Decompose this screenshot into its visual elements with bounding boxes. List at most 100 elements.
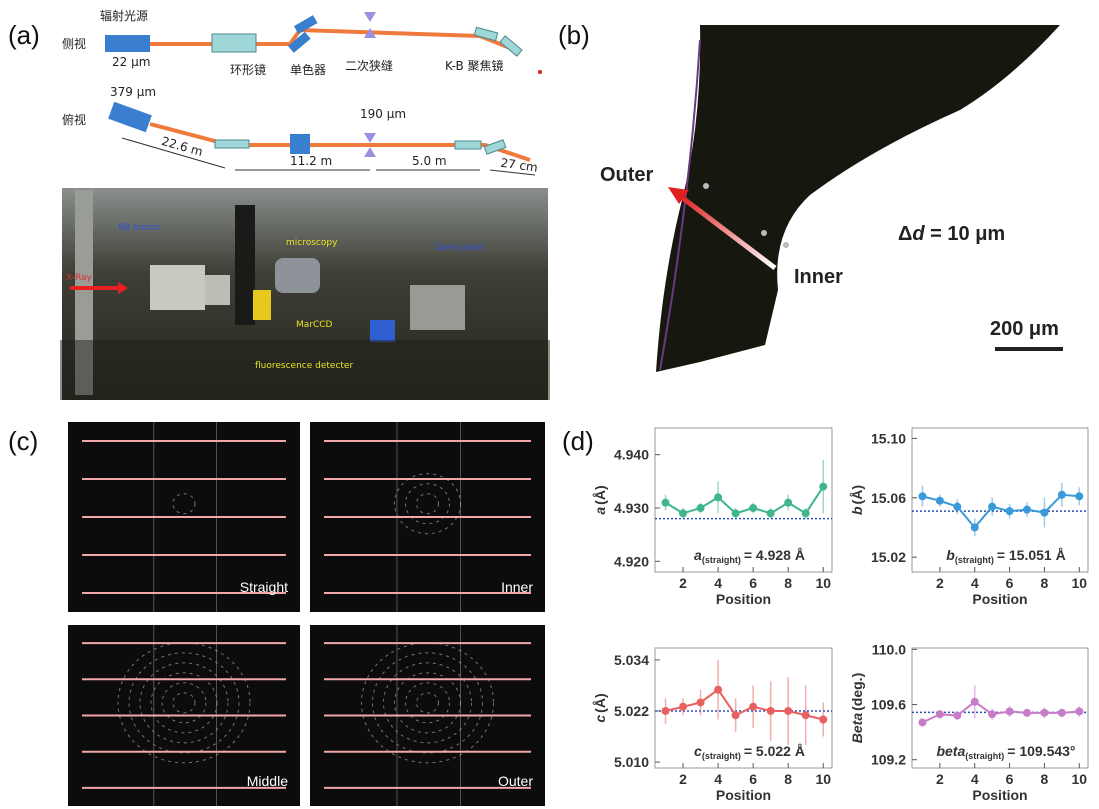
data-point xyxy=(935,710,944,719)
y-tick-label: 5.010 xyxy=(614,754,649,770)
y-axis-label: b (Å) xyxy=(849,485,865,515)
pattern-label: Inner xyxy=(501,579,533,595)
plot-frame xyxy=(654,647,833,769)
scale-label: 200 μm xyxy=(990,318,1059,340)
data-point xyxy=(1075,492,1084,501)
annotation-subscript: (straight) xyxy=(702,751,741,761)
label: 环形镜 xyxy=(230,62,266,77)
data-point xyxy=(749,702,758,711)
series-line xyxy=(665,688,824,721)
label: 22 μm xyxy=(112,55,150,69)
data-point xyxy=(1005,507,1014,516)
x-tick-label: 10 xyxy=(815,771,831,787)
micrograph: Outer Inner Δd = 10 μm 200 μm xyxy=(592,25,1097,377)
plot-frame xyxy=(911,647,1089,769)
data-point xyxy=(918,492,927,501)
annotation-subscript: (straight) xyxy=(702,555,741,565)
annotation-symbol: b xyxy=(946,547,955,563)
label: 27 cm xyxy=(500,156,539,175)
data-point xyxy=(731,509,740,518)
label-part: Δ xyxy=(898,223,912,245)
photo-label: X-Ray xyxy=(66,273,93,283)
x-tick-label: 6 xyxy=(749,575,757,591)
data-point xyxy=(661,706,670,715)
data-point xyxy=(714,685,723,694)
diffraction-ring xyxy=(383,662,472,744)
panel-label: (b) xyxy=(558,20,590,50)
label: 单色器 xyxy=(290,63,326,77)
data-point xyxy=(679,509,688,518)
diffraction-ring xyxy=(405,682,450,724)
x-tick-label: 2 xyxy=(679,575,687,591)
diffraction-ring xyxy=(172,692,196,714)
y-axis-symbol: Beta xyxy=(849,713,865,744)
y-axis-unit: (Å) xyxy=(592,693,608,712)
label: 5.0 m xyxy=(412,154,447,168)
x-tick-label: 6 xyxy=(1006,575,1014,591)
y-tick-label: 4.930 xyxy=(614,500,649,516)
x-tick-label: 6 xyxy=(749,771,757,787)
y-axis-unit: (Å) xyxy=(849,485,865,504)
label: 侧视 xyxy=(62,36,86,51)
data-point xyxy=(749,504,758,512)
y-tick-label: 15.06 xyxy=(871,490,906,506)
label: Outer xyxy=(600,164,654,186)
data-point xyxy=(988,502,997,511)
data-point xyxy=(696,504,705,512)
annotation-subscript: (straight) xyxy=(965,751,1004,761)
label: 379 μm xyxy=(110,85,156,99)
annotation-text: = 15.051 Å xyxy=(997,547,1066,563)
annotation-symbol: a xyxy=(694,547,702,563)
x-tick-label: 4 xyxy=(714,771,722,787)
data-point xyxy=(784,498,793,507)
label-part: = 10 μm xyxy=(930,223,1005,245)
data-point xyxy=(801,711,810,720)
x-tick-label: 4 xyxy=(714,575,722,591)
data-point xyxy=(918,718,927,727)
data-point xyxy=(1040,508,1049,517)
diffraction-ring xyxy=(394,672,461,734)
annotation: b(straight) = 15.051 Å xyxy=(946,547,1065,565)
panel-label: (d) xyxy=(562,426,594,456)
beamline-photo: KB mirror X-Ray microscopy Zone plate Ma… xyxy=(60,188,550,400)
diffraction-ring xyxy=(128,652,240,754)
label: Inner xyxy=(794,266,843,288)
diffraction-ring xyxy=(150,672,218,734)
annotation: c(straight) = 5.022 Å xyxy=(694,743,805,761)
diffraction-ring xyxy=(172,493,196,515)
plot-frame xyxy=(911,427,1089,573)
annotation: a(straight) = 4.928 Å xyxy=(694,547,805,565)
annotation: beta(straight) = 109.543° xyxy=(936,743,1075,761)
y-tick-label: 15.02 xyxy=(871,549,906,565)
side-view: 辐射光源 侧视 22 μm 环形镜 单色器 二次狭缝 K-B 聚焦镜 xyxy=(62,8,542,77)
label: 190 μm xyxy=(360,107,406,121)
y-axis-unit: (Å) xyxy=(592,485,608,504)
data-point xyxy=(784,706,793,715)
y-tick-label: 110.0 xyxy=(872,641,906,657)
x-tick-label: 8 xyxy=(784,575,792,591)
data-point xyxy=(766,706,775,715)
photo-label: MarCCD xyxy=(296,320,333,330)
data-point xyxy=(679,702,688,711)
data-point xyxy=(801,509,810,518)
data-point xyxy=(696,698,705,707)
x-tick-label: 2 xyxy=(679,771,687,787)
photo-label: Zone plate xyxy=(435,243,484,253)
pattern-label: Straight xyxy=(240,579,288,595)
label-part: d xyxy=(912,223,925,245)
diffraction-ring xyxy=(405,483,450,525)
data-point xyxy=(1023,505,1032,514)
data-point xyxy=(714,493,723,502)
y-tick-label: 4.920 xyxy=(614,553,649,569)
x-axis-label: Position xyxy=(716,591,771,607)
x-tick-label: 4 xyxy=(971,771,979,787)
x-tick-label: 8 xyxy=(784,771,792,787)
x-tick-label: 10 xyxy=(1071,575,1087,591)
diffraction-ring xyxy=(416,493,439,515)
x-tick-label: 6 xyxy=(1006,771,1014,787)
annotation-symbol: c xyxy=(694,743,702,759)
y-axis-unit: (deg.) xyxy=(849,673,865,711)
y-axis-symbol: b xyxy=(849,506,865,515)
x-tick-label: 4 xyxy=(971,575,979,591)
